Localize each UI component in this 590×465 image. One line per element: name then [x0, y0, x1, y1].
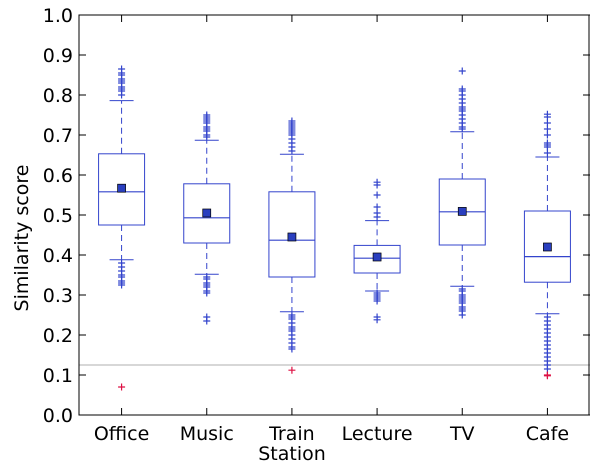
mean-marker: [543, 242, 552, 252]
outlier-point: [118, 281, 126, 289]
outlier-point: [458, 85, 466, 93]
outlier-point: [203, 111, 211, 119]
mean-marker: [117, 183, 126, 193]
plot-area: 0.0 0.1 0.2 0.3 0.4 0.5 0.6 0.7 0.8 0.9 1.0 Office M…: [43, 5, 590, 445]
outlier-point: [543, 365, 551, 373]
outlier-point-red: [118, 383, 126, 391]
outlier-point: [288, 345, 296, 353]
outlier-point: [543, 125, 551, 133]
box-iqr: [268, 191, 316, 278]
x-tick-label: Lecture: [342, 423, 413, 445]
plot-frame: [78, 14, 590, 416]
outlier-point: [288, 117, 296, 125]
outlier-point-red: [543, 372, 551, 380]
x-tick-label: TV: [449, 423, 475, 445]
x-tick-label: Office: [94, 423, 149, 445]
y-tick-label: 1.0: [43, 5, 73, 27]
outlier-point: [458, 67, 466, 75]
mean-marker: [287, 232, 297, 242]
mean-marker: [457, 207, 467, 216]
outlier-point-red: [288, 366, 296, 374]
outlier-point: [373, 178, 381, 186]
outlier-point: [373, 209, 381, 217]
outlier-point: [543, 110, 551, 118]
outlier-point: [543, 131, 551, 139]
outlier-point: [373, 316, 381, 324]
outlier-point: [203, 289, 211, 297]
outlier-point: [543, 119, 551, 127]
outlier-point: [543, 149, 551, 157]
y-tick-label: 0.1: [43, 365, 73, 387]
box-iqr: [353, 244, 401, 274]
box-iqr: [183, 183, 231, 244]
y-tick-label: 0.3: [43, 285, 73, 307]
box-iqr: [523, 210, 571, 283]
y-tick-label: 0.4: [43, 245, 73, 267]
y-tick-label: 0.7: [43, 125, 73, 147]
outlier-point: [543, 139, 551, 147]
outlier-point: [373, 191, 381, 199]
y-tick-label: 0.0: [43, 405, 73, 427]
y-tick-label: 0.5: [43, 205, 73, 227]
x-tick-label: Train: [268, 423, 315, 445]
x-axis-label: Station: [258, 443, 326, 465]
x-tick-label: Cafe: [526, 423, 569, 445]
y-tick-label: 0.6: [43, 165, 73, 187]
y-tick-label: 0.8: [43, 85, 73, 107]
outlier-point: [203, 317, 211, 325]
outlier-point: [373, 203, 381, 211]
x-tick-label: Music: [180, 423, 234, 445]
outlier-point: [373, 297, 381, 305]
outlier-point: [118, 65, 126, 73]
y-tick-label: 0.2: [43, 325, 73, 347]
mean-marker: [372, 252, 382, 262]
y-tick-label: 0.9: [43, 45, 73, 67]
y-axis-label: Similarity score: [11, 165, 33, 312]
outlier-point: [458, 311, 466, 319]
box-iqr: [98, 153, 146, 226]
mean-marker: [202, 208, 212, 218]
